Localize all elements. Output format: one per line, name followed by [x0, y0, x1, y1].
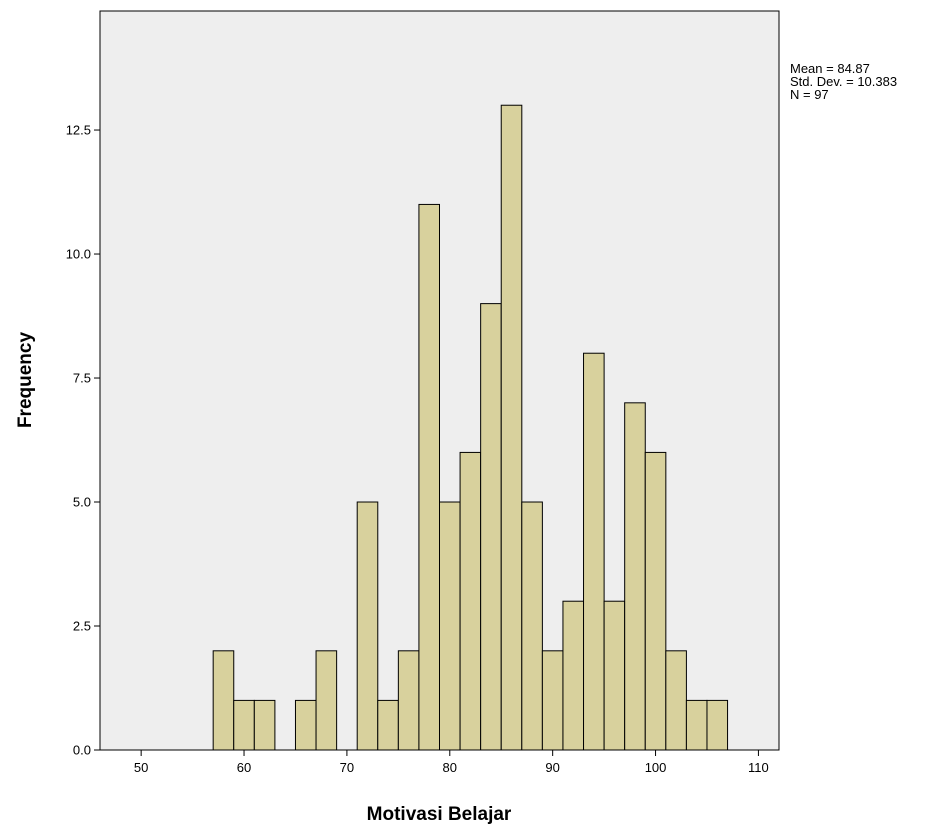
x-axis-title: Motivasi Belajar	[367, 804, 512, 825]
stats-std-dev: Std. Dev. = 10.383	[790, 74, 897, 89]
histogram-bar	[706, 699, 729, 751]
histogram-bar	[418, 203, 441, 751]
histogram-bar	[685, 699, 708, 751]
y-tick-label: 0.0	[73, 743, 91, 758]
bars-group	[212, 104, 729, 751]
histogram-bar	[459, 451, 482, 751]
y-tick-label: 10.0	[66, 247, 91, 262]
x-tick-label: 110	[748, 760, 769, 775]
histogram-bar	[253, 699, 276, 751]
histogram-bar	[294, 699, 317, 751]
histogram-bar	[356, 501, 379, 751]
histogram-bar	[212, 650, 235, 751]
histogram-bar	[315, 650, 338, 751]
y-axis-title: Frequency	[15, 332, 36, 429]
histogram-bar	[644, 451, 667, 751]
x-tick-label: 80	[443, 760, 457, 775]
stats-n: N = 97	[790, 87, 829, 102]
histogram-bar	[603, 600, 626, 751]
histogram-bar	[583, 352, 605, 751]
histogram-bar	[377, 699, 399, 751]
histogram-bar	[624, 402, 646, 751]
x-tick-label: 100	[645, 760, 667, 775]
histogram-bar	[480, 303, 502, 751]
x-tick-label: 60	[237, 760, 251, 775]
histogram-bar	[233, 699, 255, 751]
histogram-bar	[665, 650, 687, 751]
x-tick-label: 70	[340, 760, 354, 775]
histogram-bar	[521, 501, 543, 751]
y-tick-label: 2.5	[73, 619, 91, 634]
histogram-bar	[397, 650, 420, 751]
histogram-bar	[500, 104, 523, 751]
y-tick-label: 7.5	[73, 371, 91, 386]
y-axis: 0.0 2.5 5.0 7.5 10.0 12.5	[66, 123, 100, 758]
x-axis: 50 60 70 80 90 100 110	[134, 750, 769, 775]
x-tick-label: 50	[134, 760, 148, 775]
y-tick-label: 5.0	[73, 495, 91, 510]
histogram-bar	[541, 650, 564, 751]
y-tick-label: 12.5	[66, 123, 91, 138]
histogram-bar	[439, 501, 461, 751]
histogram-bar	[562, 600, 585, 751]
x-tick-label: 90	[545, 760, 559, 775]
stats-mean: Mean = 84.87	[790, 61, 870, 76]
